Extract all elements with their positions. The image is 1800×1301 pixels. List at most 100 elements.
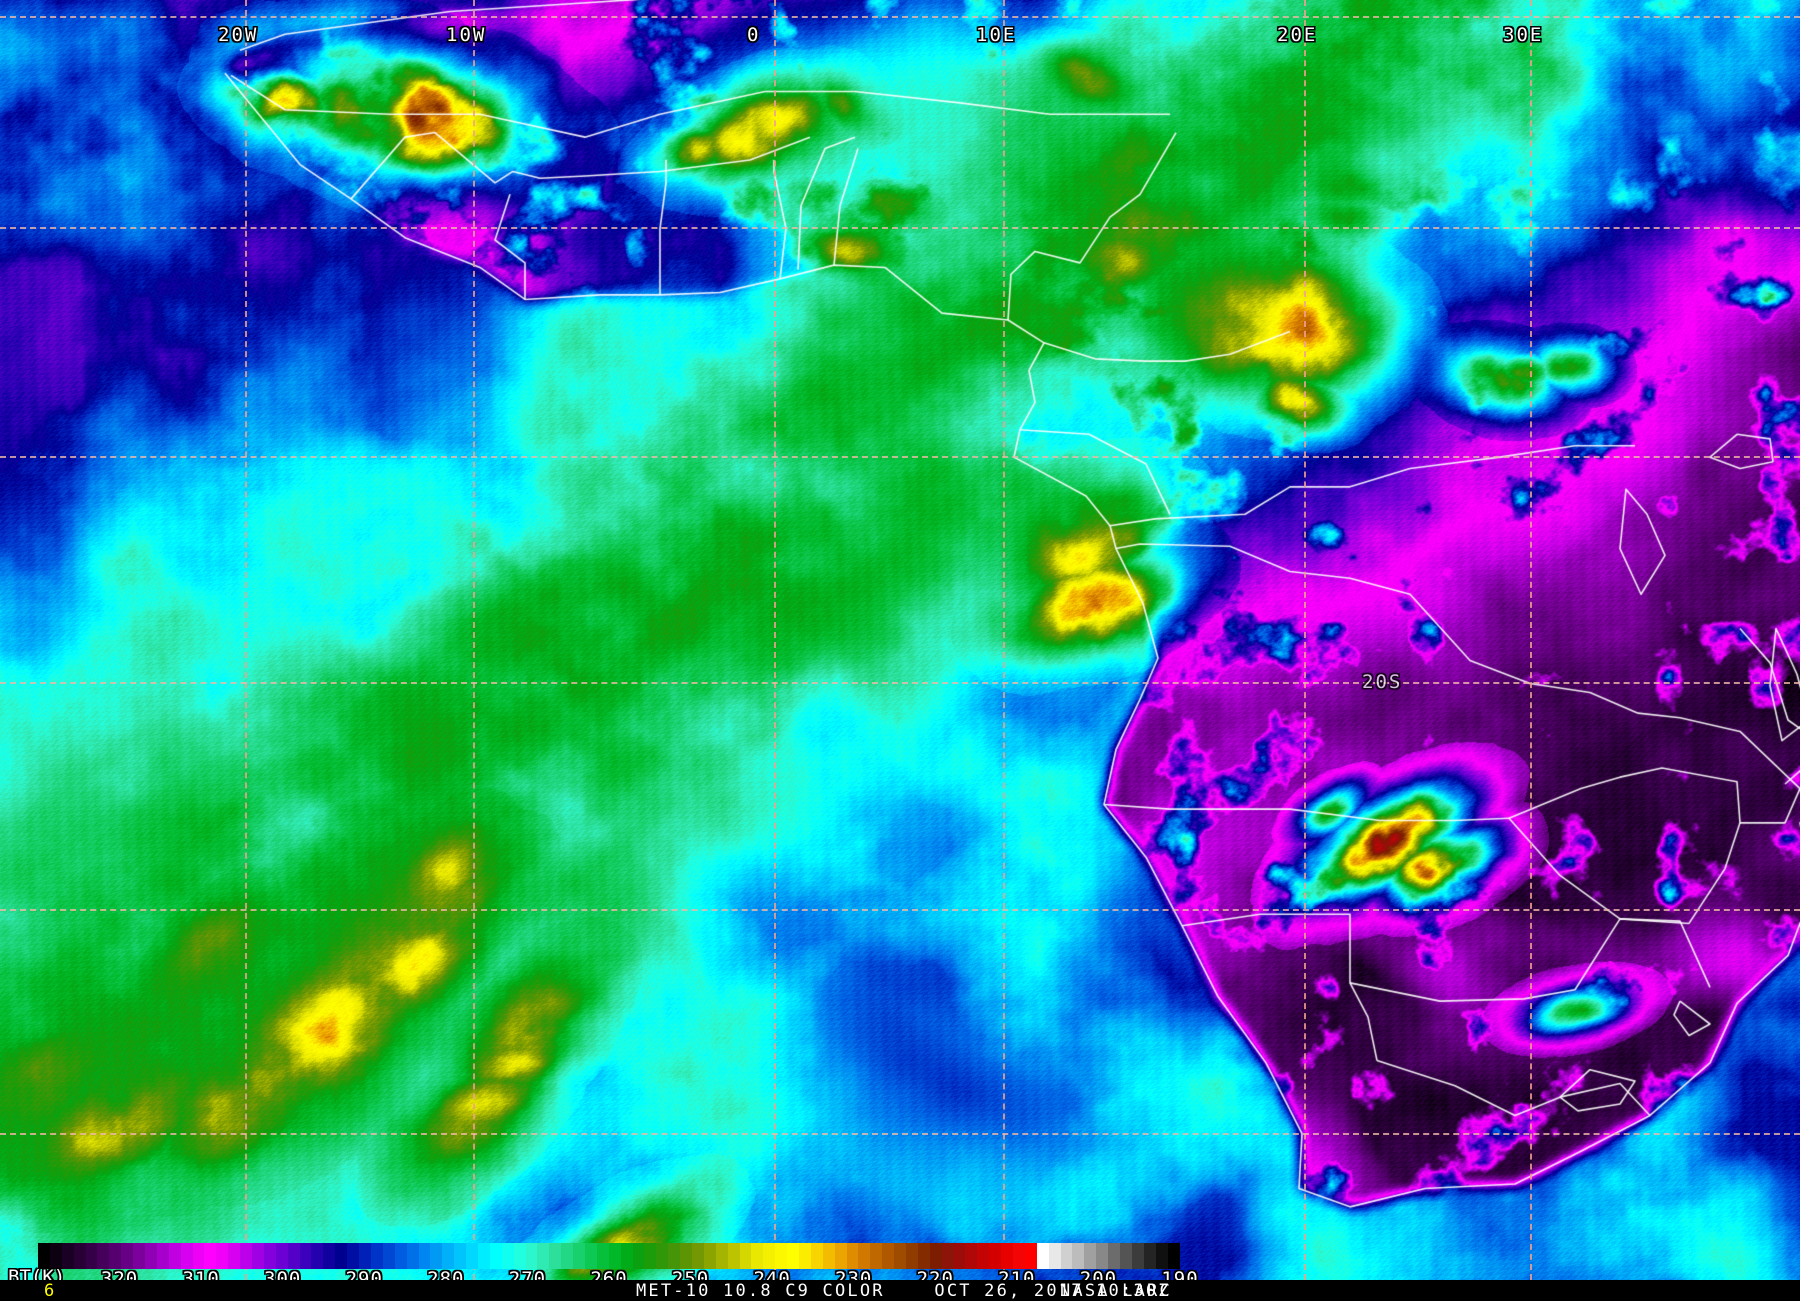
colorbar-swatch bbox=[763, 1243, 776, 1269]
status-bar: 6 MET-10 10.8 C9 COLOR OCT 26, 2017 10:3… bbox=[0, 1280, 1800, 1301]
colorbar-swatch bbox=[406, 1243, 419, 1269]
colorbar-swatch bbox=[917, 1243, 930, 1269]
colorbar-swatch bbox=[275, 1243, 288, 1269]
colorbar-swatch bbox=[513, 1243, 526, 1269]
product-caption: MET-10 10.8 C9 COLOR OCT 26, 2017 10:30Z bbox=[636, 1281, 1171, 1301]
colorbar-swatch bbox=[953, 1243, 966, 1269]
colorbar-swatch bbox=[1131, 1243, 1144, 1269]
colorbar-swatch bbox=[1001, 1243, 1014, 1269]
colorbar-swatch bbox=[965, 1243, 978, 1269]
colorbar-swatch bbox=[703, 1243, 716, 1269]
colorbar-swatch bbox=[1155, 1243, 1168, 1269]
colorbar-swatch bbox=[394, 1243, 407, 1269]
colorbar-swatch bbox=[644, 1243, 657, 1269]
colorbar-swatch bbox=[204, 1243, 217, 1269]
colorbar-swatch bbox=[929, 1243, 942, 1269]
colorbar-swatch bbox=[180, 1243, 193, 1269]
colorbar-swatch bbox=[85, 1243, 98, 1269]
colorbar-swatch bbox=[775, 1243, 788, 1269]
colorbar-swatch bbox=[810, 1243, 823, 1269]
colorbar-swatch bbox=[145, 1243, 157, 1269]
colorbar-swatch bbox=[263, 1243, 276, 1269]
colorbar-swatch bbox=[989, 1243, 1002, 1269]
colorbar-swatch bbox=[858, 1243, 871, 1269]
colorbar-swatch bbox=[596, 1243, 609, 1269]
colorbar-swatch bbox=[751, 1243, 764, 1269]
colorbar-swatch bbox=[549, 1243, 562, 1269]
colorbar-swatch bbox=[168, 1243, 181, 1269]
colorbar-swatch bbox=[335, 1243, 348, 1269]
colorbar-swatch bbox=[656, 1243, 669, 1269]
colorbar-swatch bbox=[668, 1243, 681, 1269]
colorbar-swatch bbox=[370, 1243, 383, 1269]
colorbar-swatch bbox=[870, 1243, 883, 1269]
colorbar-swatch bbox=[561, 1243, 574, 1269]
colorbar bbox=[38, 1243, 1180, 1269]
colorbar-swatch bbox=[834, 1243, 847, 1269]
colorbar-swatch bbox=[240, 1243, 253, 1269]
colorbar-swatch bbox=[1084, 1243, 1097, 1269]
colorbar-swatch bbox=[608, 1243, 621, 1269]
colorbar-swatch bbox=[846, 1243, 859, 1269]
colorbar-swatch bbox=[347, 1243, 360, 1269]
colorbar-swatch bbox=[1048, 1243, 1061, 1269]
colorbar-swatch bbox=[501, 1243, 514, 1269]
colorbar-swatch bbox=[632, 1243, 645, 1269]
colorbar-gradient bbox=[38, 1243, 1180, 1269]
colorbar-swatch bbox=[442, 1243, 455, 1269]
colorbar-swatch bbox=[299, 1243, 312, 1269]
colorbar-swatch bbox=[359, 1243, 371, 1269]
colorbar-swatch bbox=[121, 1243, 134, 1269]
colorbar-swatch bbox=[584, 1243, 597, 1269]
colorbar-swatch bbox=[477, 1243, 490, 1269]
colorbar-swatch bbox=[1167, 1243, 1180, 1269]
colorbar-swatch bbox=[97, 1243, 110, 1269]
credit-label: NASA LARC bbox=[1060, 1281, 1172, 1301]
colorbar-swatch bbox=[38, 1243, 50, 1269]
colorbar-swatch bbox=[73, 1243, 86, 1269]
colorbar-swatch bbox=[1013, 1243, 1025, 1269]
colorbar-swatch bbox=[1072, 1243, 1085, 1269]
colorbar-swatch bbox=[192, 1243, 205, 1269]
colorbar-swatch bbox=[489, 1243, 502, 1269]
colorbar-swatch bbox=[287, 1243, 300, 1269]
colorbar-swatch bbox=[430, 1243, 443, 1269]
colorbar-swatch bbox=[228, 1243, 241, 1269]
colorbar-swatch bbox=[882, 1243, 895, 1269]
colorbar-swatch bbox=[1096, 1243, 1109, 1269]
colorbar-swatch bbox=[691, 1243, 704, 1269]
colorbar-swatch bbox=[382, 1243, 395, 1269]
colorbar-swatch bbox=[133, 1243, 146, 1269]
colorbar-swatch bbox=[941, 1243, 954, 1269]
colorbar-swatch bbox=[799, 1243, 811, 1269]
colorbar-swatch bbox=[727, 1243, 740, 1269]
colorbar-swatch bbox=[715, 1243, 728, 1269]
colorbar-swatch bbox=[1036, 1243, 1049, 1269]
colorbar-swatch bbox=[1108, 1243, 1121, 1269]
colorbar-swatch bbox=[787, 1243, 799, 1269]
colorbar-swatch bbox=[977, 1243, 990, 1269]
colorbar-swatch bbox=[620, 1243, 633, 1269]
colorbar-swatch bbox=[49, 1243, 62, 1269]
colorbar-swatch bbox=[1024, 1243, 1037, 1269]
colorbar-swatch bbox=[252, 1243, 264, 1269]
colorbar-swatch bbox=[61, 1243, 74, 1269]
colorbar-swatch bbox=[418, 1243, 431, 1269]
colorbar-swatch bbox=[216, 1243, 229, 1269]
colorbar-swatch bbox=[311, 1243, 324, 1269]
colorbar-swatch bbox=[525, 1243, 538, 1269]
colorbar-swatch bbox=[156, 1243, 169, 1269]
frame-number: 6 bbox=[44, 1281, 55, 1301]
colorbar-swatch bbox=[739, 1243, 752, 1269]
colorbar-swatch bbox=[822, 1243, 835, 1269]
colorbar-swatch bbox=[323, 1243, 336, 1269]
colorbar-swatch bbox=[1143, 1243, 1156, 1269]
colorbar-swatch bbox=[894, 1243, 907, 1269]
colorbar-swatch bbox=[680, 1243, 692, 1269]
colorbar-swatch bbox=[1060, 1243, 1073, 1269]
colorbar-swatch bbox=[109, 1243, 122, 1269]
colorbar-swatch bbox=[537, 1243, 550, 1269]
